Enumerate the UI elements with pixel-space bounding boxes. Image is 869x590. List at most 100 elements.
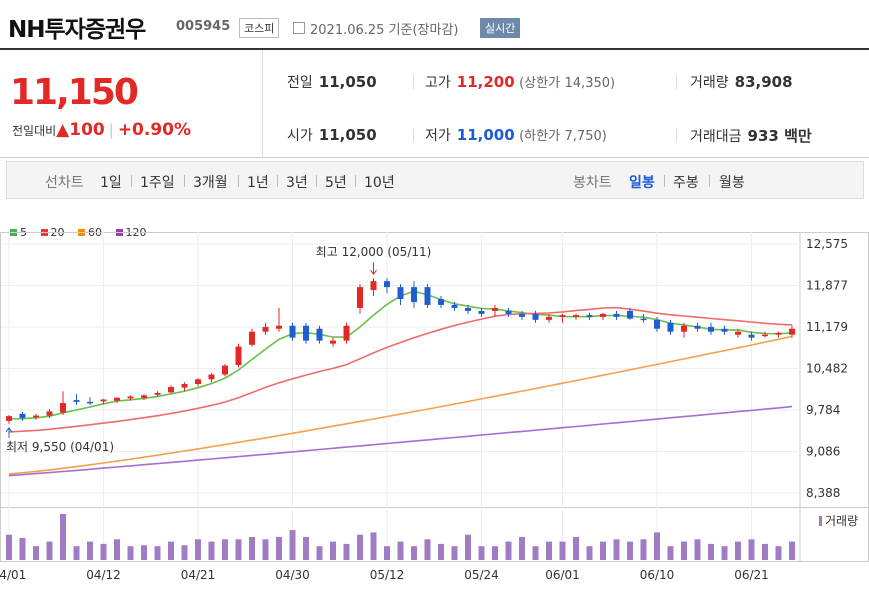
volume-bar [235,539,242,560]
candle-body [168,387,174,393]
y-tick-label: 12,575 [806,237,848,251]
x-tick-label: 05/24 [464,568,499,582]
tab-1w[interactable]: 1주일 [140,175,175,191]
divider [238,175,239,187]
tab-3y[interactable]: 3년 [286,175,308,191]
volume-bar [640,539,647,560]
volume-bar [195,539,201,560]
volume-bar [303,537,309,560]
tab-weekly[interactable]: 주봉 [673,175,699,191]
divider [355,175,356,187]
candle-body [73,400,80,402]
candle-body [60,403,66,413]
candle-chart-label: 봉차트 [573,175,612,191]
tab-3m[interactable]: 3개월 [193,175,228,191]
volume-bar [330,541,336,560]
volume-bar [384,546,390,560]
candle-body [748,334,755,338]
candle-body [19,413,26,418]
tab-daily[interactable]: 일봉 [629,175,655,191]
price-summary: 11,150 전일대비▲100 | +0.90% 전일 11,050 시가 11,050… [0,48,869,158]
change-percent: +0.90% [117,120,192,140]
candle-body [721,328,728,332]
volume-bar [775,546,782,560]
y-tick-label: 10,482 [806,361,848,375]
volume-bar [789,541,795,560]
candle-body [195,379,201,385]
tab-10y[interactable]: 10년 [364,175,395,191]
volume-bar [19,537,26,560]
candle-body [343,325,350,341]
volume-bar [73,546,80,560]
volume-bar [721,546,728,560]
volume-bar [60,514,66,560]
candle-body [411,287,417,302]
volume-bar [438,543,444,560]
max-annotation: 최고 12,000 (05/11) [316,245,432,259]
volume-bar [6,534,12,560]
volume-bar [276,537,282,560]
divider [413,128,414,142]
divider [664,175,665,187]
volume-bar [114,539,120,560]
tab-1d[interactable]: 1일 [100,175,122,191]
tab-1y[interactable]: 1년 [247,175,269,191]
volume-bar [465,534,471,560]
candle-body [519,313,525,317]
tab-monthly[interactable]: 월봉 [719,175,745,191]
volume-bar [411,546,417,560]
candle-body [235,346,242,366]
y-tick-label: 8,388 [806,486,840,500]
max-arrow-head [370,269,377,276]
volume-bar [141,545,147,560]
candle-body [330,340,336,344]
low-price: 저가 11,000 (하한가 7,750) [425,126,607,144]
x-tick-label: 04/21 [181,568,216,582]
candle-body [357,287,363,308]
volume-bar [600,541,606,560]
y-tick-label: 11,179 [806,320,848,334]
candle-body [667,322,674,332]
volume-bar [708,543,714,560]
calendar-icon [293,22,305,34]
volume-bar [357,534,363,560]
volume-legend-swatch [819,516,822,526]
candle-body [505,310,512,314]
divider [413,75,414,89]
change-amount: 100 [69,120,105,140]
volume-bar [451,546,458,560]
volume-bar [127,546,134,560]
candle-body [289,325,296,338]
min-arrow-head [5,427,13,433]
volume-bar [505,541,512,560]
divider [709,175,710,187]
volume-bar [694,539,701,560]
candle-body [762,334,768,337]
current-price-box: 11,150 전일대비▲100 | +0.90% [0,50,263,158]
x-tick-label: 04/01 [0,568,26,582]
candle-body [127,396,134,399]
price-change: 전일대비▲100 | +0.90% [12,120,191,140]
volume-bar [613,539,620,560]
candle-body [451,304,458,308]
volume-bar [316,546,323,560]
candle-body [627,310,633,319]
candle-body [559,315,566,317]
realtime-button[interactable]: 실시간 [480,18,521,38]
volume-bar [424,539,431,560]
candle-body [154,392,161,395]
stock-header: NH투자증권우 005945 코스피 2021.06.25 기준(장마감) 실시… [0,0,869,56]
min-annotation: 최저 9,550 (04/01) [6,440,114,454]
candle-body [276,325,282,329]
prev-close: 전일 11,050 [287,73,377,91]
chart-tabs: 선차트 1일 1주일 3개월 1년 3년 5년 10년 봉차트 일봉 주봉 월봉 [6,161,864,199]
candle-body [33,415,39,418]
stock-title: NH투자증권우 [8,17,146,43]
base-date: 2021.06.25 기준(장마감) [310,23,459,38]
divider [676,128,677,142]
volume-bar [33,546,39,560]
tab-5y[interactable]: 5년 [325,175,347,191]
volume-bar [370,532,377,560]
divider: | [108,121,114,139]
